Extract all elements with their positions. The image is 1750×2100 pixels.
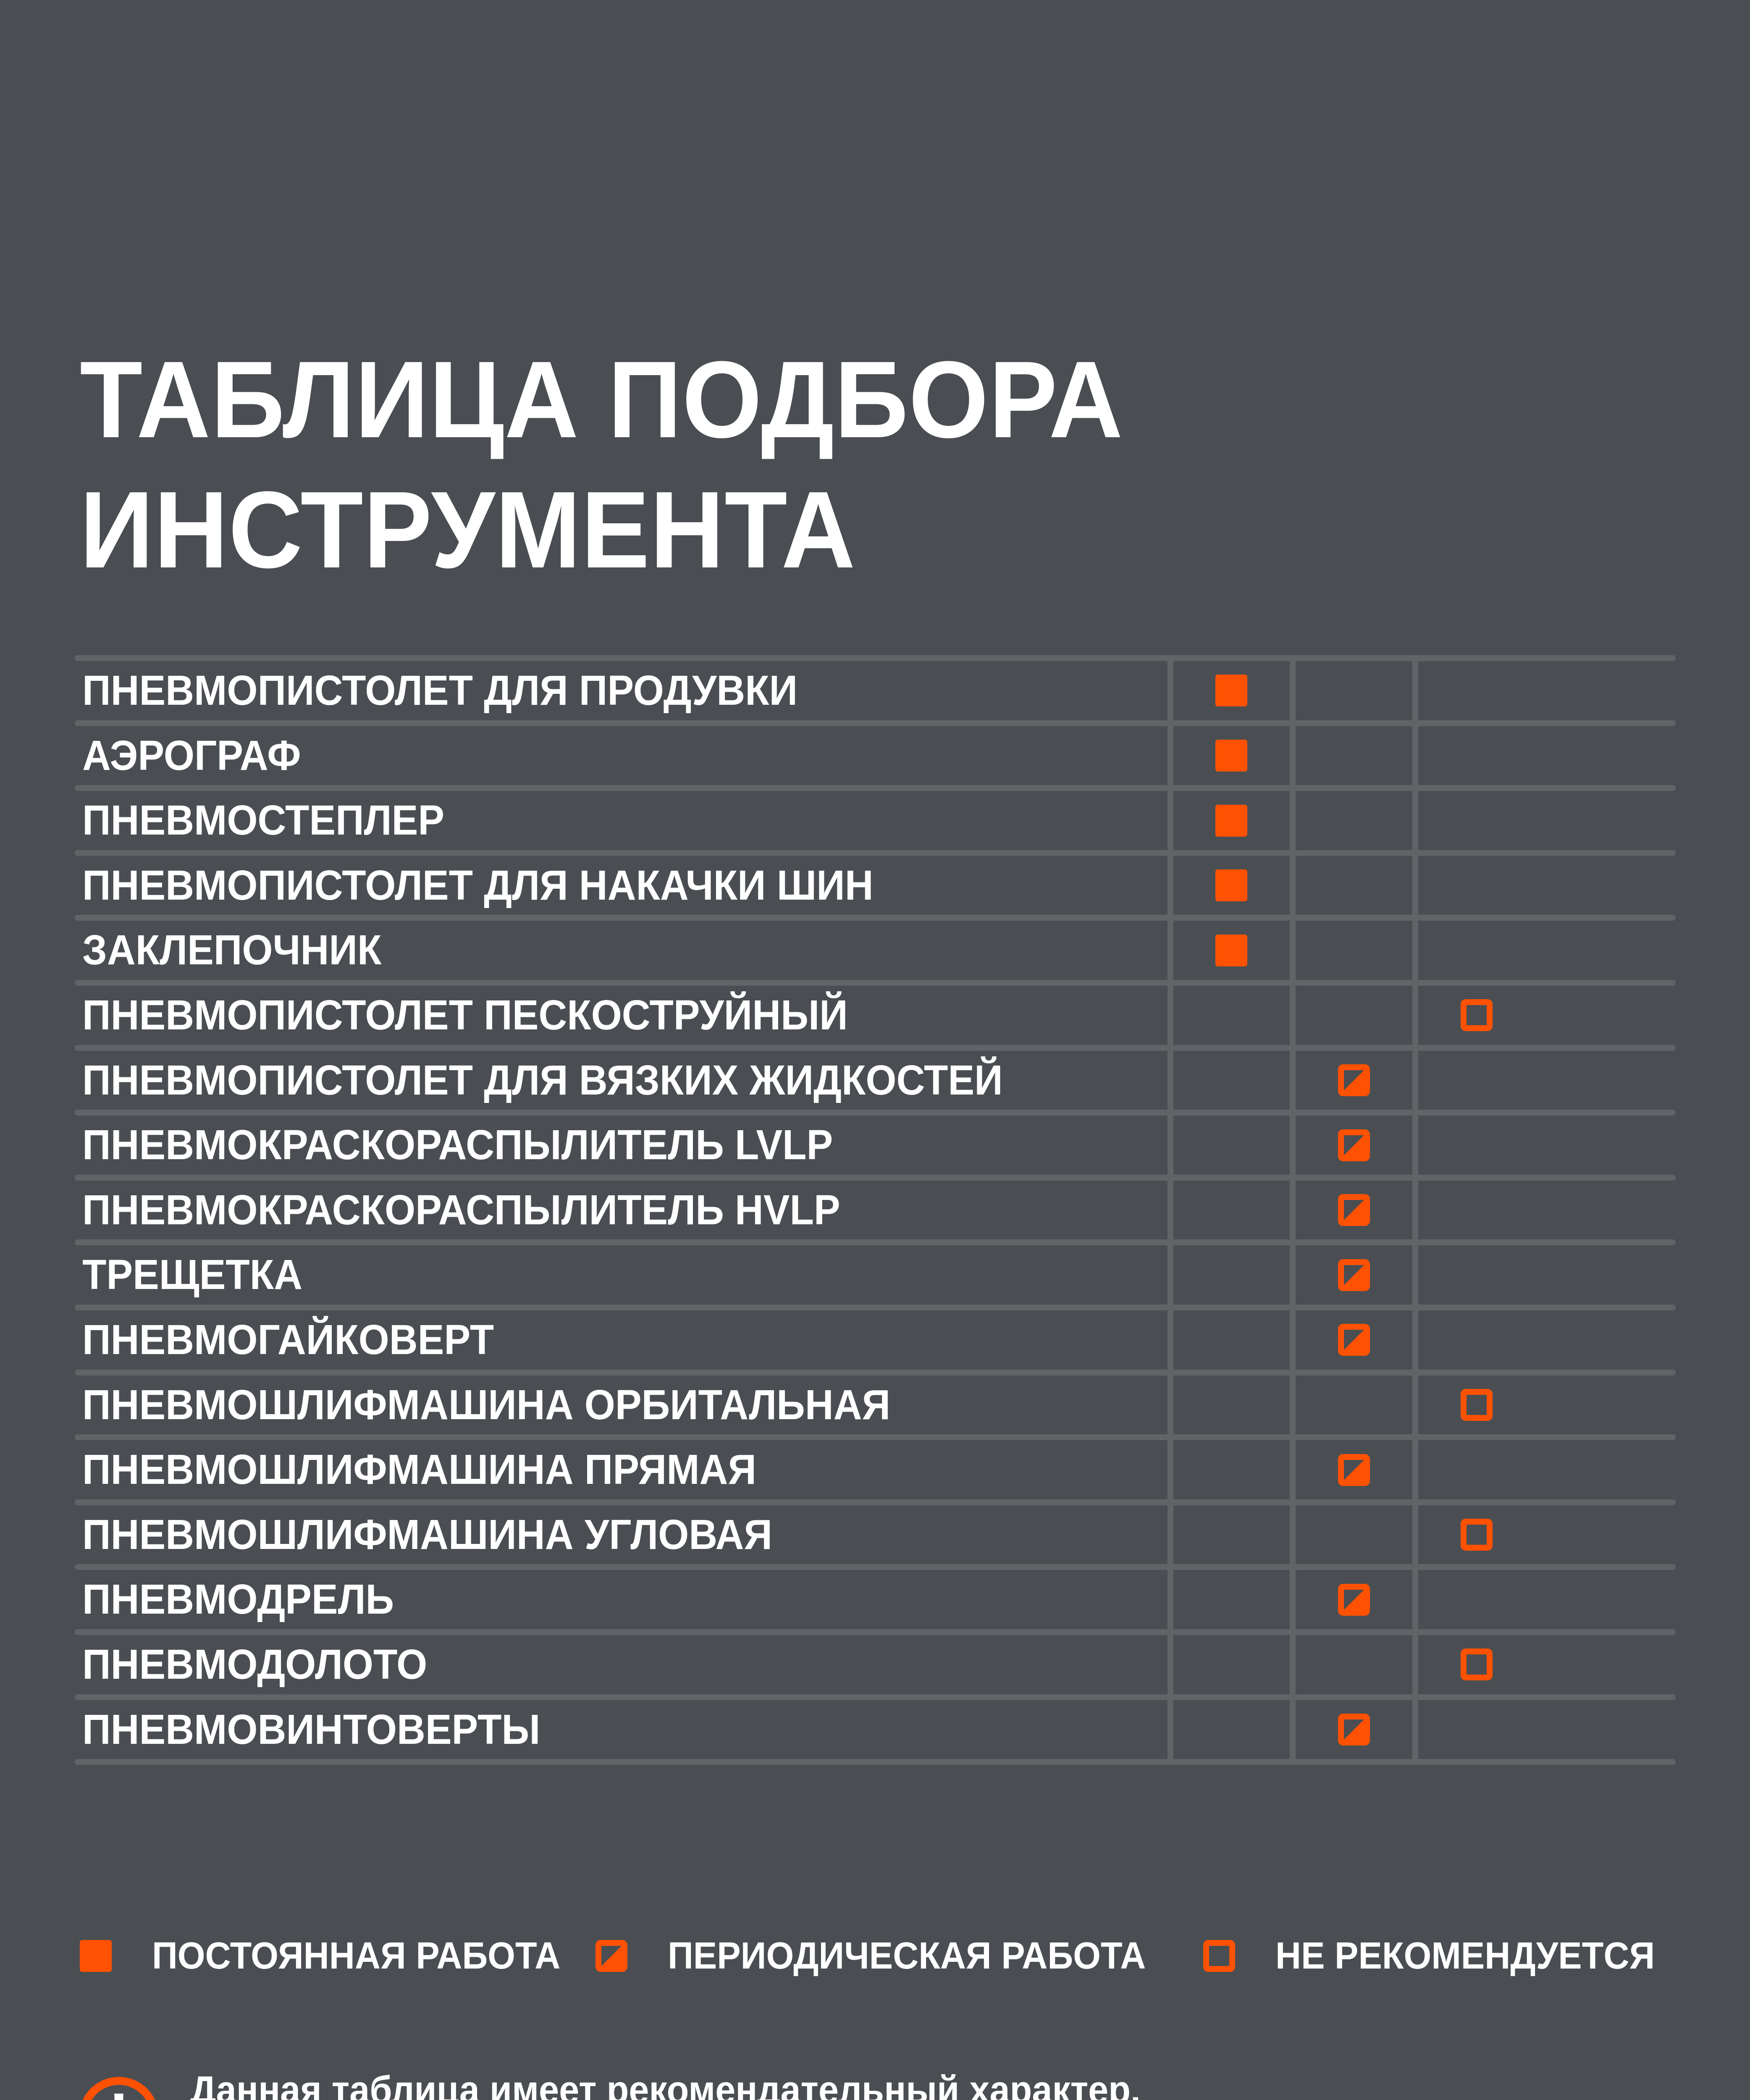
periodic-work-marker: [1338, 1129, 1370, 1161]
table-row-label: ПНЕВМОДОЛОТО: [82, 1635, 449, 1694]
page-title: ТАБЛИЦА ПОДБОРА ИНСТРУМЕНТА: [80, 335, 1190, 595]
tool-name: ПНЕВМОШЛИФМАШИНА ОРБИТАЛЬНАЯ: [82, 1381, 891, 1428]
tool-name: ПНЕВМОДОЛОТО: [82, 1641, 428, 1688]
tool-name: ПНЕВМОКРАСКОРАСПЫЛИТЕЛЬ HVLP: [82, 1186, 840, 1234]
periodic-work-marker: [1338, 1713, 1370, 1746]
constant-work-marker: [1215, 869, 1247, 902]
constant-work-marker: [1215, 934, 1247, 966]
table-row-label: ПНЕВМОШЛИФМАШИНА ОРБИТАЛЬНАЯ: [82, 1376, 942, 1435]
tool-name: ТРЕЩЕТКА: [82, 1251, 302, 1299]
row-divider: [75, 1694, 1676, 1700]
row-divider: [75, 655, 1676, 661]
tool-name: ПНЕВМОВИНТОВЕРТЫ: [82, 1706, 540, 1753]
column-divider: [1168, 658, 1173, 1762]
column-divider: [1290, 658, 1296, 1762]
constant-work-marker: [1215, 804, 1247, 837]
tool-name: ПНЕВМОГАЙКОВЕРТ: [82, 1316, 494, 1363]
page-title-line-1: ТАБЛИЦА ПОДБОРА: [80, 339, 1123, 461]
table-row-label: ПНЕВМОПИСТОЛЕТ ДЛЯ НАКАЧКИ ШИН: [82, 856, 924, 915]
table-row-label: ТРЕЩЕТКА: [82, 1245, 316, 1305]
legend-item: ПОСТОЯННАЯ РАБОТА: [80, 1935, 586, 1977]
constant-work-marker: [1215, 675, 1247, 707]
periodic-work-marker: [1338, 1324, 1370, 1356]
table-row-label: АЭРОГРАФ: [82, 726, 315, 785]
not-recommended-marker: [1461, 1389, 1493, 1421]
periodic-work-marker: [1338, 1583, 1370, 1616]
tool-name: ПНЕВМОПИСТОЛЕТ ДЛЯ НАКАЧКИ ШИН: [82, 861, 874, 909]
tool-name: ПНЕВМОШЛИФМАШИНА ПРЯМАЯ: [82, 1446, 756, 1494]
tool-name: ПНЕВМОПИСТОЛЕТ ДЛЯ ВЯЗКИХ ЖИДКОСТЕЙ: [82, 1056, 1003, 1104]
column-divider: [1412, 658, 1418, 1762]
note: ! Данная таблица имеет рекомендательный …: [79, 2063, 1396, 2100]
table-row-label: ПНЕВМОСТЕПЛЕР: [82, 791, 467, 850]
row-divider: [75, 720, 1676, 726]
row-divider: [75, 915, 1676, 921]
tool-name: ПНЕВМОПИСТОЛЕТ ПЕСКОСТРУЙНЫЙ: [82, 992, 848, 1039]
row-divider: [75, 1110, 1676, 1116]
row-divider: [75, 980, 1676, 986]
periodic-work-marker: [1338, 1194, 1370, 1226]
row-divider: [75, 1499, 1676, 1505]
tool-name: АЭРОГРАФ: [82, 732, 301, 779]
periodic-work-icon: [596, 1940, 627, 1972]
constant-work-marker: [1215, 739, 1247, 772]
table-row-label: ПНЕВМОПИСТОЛЕТ ПЕСКОСТРУЙНЫЙ: [82, 986, 897, 1045]
row-divider: [75, 1305, 1676, 1310]
row-divider: [75, 1434, 1676, 1441]
row-divider: [75, 1759, 1676, 1765]
table-row-label: ПНЕВМОВИНТОВЕРТЫ: [82, 1700, 569, 1759]
exclamation-circle-icon: !: [79, 2077, 159, 2100]
page-title-line-2: ИНСТРУМЕНТА: [80, 469, 856, 591]
row-divider: [75, 1564, 1676, 1570]
tool-name: ПНЕВМОШЛИФМАШИНА УГЛОВАЯ: [82, 1511, 772, 1558]
tool-name: ПНЕВМОКРАСКОРАСПЫЛИТЕЛЬ LVLP: [82, 1121, 833, 1169]
exclamation-glyph: !: [108, 2084, 129, 2100]
periodic-work-marker: [1338, 1454, 1370, 1486]
constant-work-icon: [80, 1940, 112, 1972]
tool-name: ПНЕВМОСТЕПЛЕР: [82, 797, 445, 844]
table-row-label: ПНЕВМОКРАСКОРАСПЫЛИТЕЛЬ HVLP: [82, 1181, 889, 1240]
legend-label: НЕ РЕКОМЕНДУЕТСЯ: [1275, 1935, 1655, 1977]
periodic-work-marker: [1338, 1064, 1370, 1096]
row-divider: [75, 1174, 1676, 1181]
row-divider: [75, 1045, 1676, 1051]
row-divider: [75, 1629, 1676, 1635]
tool-name: ЗАКЛЕПОЧНИК: [82, 927, 382, 974]
not-recommended-marker: [1461, 1519, 1493, 1551]
table-row-label: ПНЕВМОГАЙКОВЕРТ: [82, 1310, 520, 1370]
table-row-label: ПНЕВМОШЛИФМАШИНА ПРЯМАЯ: [82, 1440, 799, 1499]
legend-item: НЕ РЕКОМЕНДУЕТСЯ: [1203, 1935, 1679, 1977]
table-row-label: ПНЕВМОПИСТОЛЕТ ДЛЯ ВЯЗКИХ ЖИДКОСТЕЙ: [82, 1051, 1062, 1110]
note-line-1: Данная таблица имеет рекомендательный ха…: [190, 2068, 1141, 2100]
legend-item: ПЕРИОДИЧЕСКАЯ РАБОТА: [596, 1935, 1176, 1977]
row-divider: [75, 1369, 1676, 1376]
table-row-label: ПНЕВМОШЛИФМАШИНА УГЛОВАЯ: [82, 1505, 816, 1564]
not-recommended-marker: [1461, 999, 1493, 1032]
not-recommended-marker: [1461, 1648, 1493, 1681]
tool-name: ПНЕВМОДРЕЛЬ: [82, 1576, 394, 1623]
note-text: Данная таблица имеет рекомендательный ха…: [190, 2063, 1396, 2100]
row-divider: [75, 1239, 1676, 1246]
tool-name: ПНЕВМОПИСТОЛЕТ ДЛЯ ПРОДУВКИ: [82, 667, 798, 714]
legend-label: ПЕРИОДИЧЕСКАЯ РАБОТА: [668, 1935, 1146, 1977]
row-divider: [75, 785, 1676, 791]
table-row-label: ПНЕВМОПИСТОЛЕТ ДЛЯ ПРОДУВКИ: [82, 661, 843, 720]
table-row-label: ПНЕВМОДРЕЛЬ: [82, 1570, 414, 1629]
table-row-label: ПНЕВМОКРАСКОРАСПЫЛИТЕЛЬ LVLP: [82, 1116, 881, 1175]
periodic-work-marker: [1338, 1259, 1370, 1291]
not-recommended-icon: [1203, 1940, 1235, 1972]
row-divider: [75, 850, 1676, 856]
tool-selection-table: ПНЕВМОПИСТОЛЕТ ДЛЯ ПРОДУВКИ АЭРОГРАФ ПНЕВМ…: [75, 655, 1676, 1765]
legend-label: ПОСТОЯННАЯ РАБОТА: [152, 1935, 561, 1977]
table-row-label: ЗАКЛЕПОЧНИК: [82, 921, 401, 980]
